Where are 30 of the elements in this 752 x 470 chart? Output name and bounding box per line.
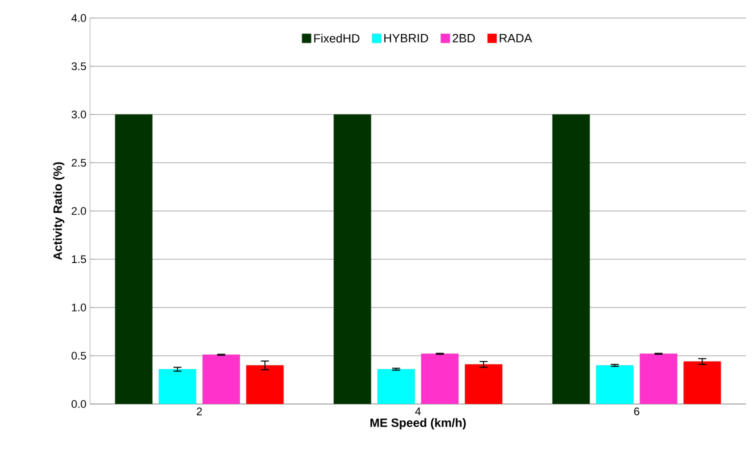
y-tick-label: 4.0 — [71, 14, 86, 22]
bar — [202, 354, 240, 404]
y-tick-label: 3.0 — [72, 110, 86, 118]
bar — [158, 369, 196, 404]
bar — [640, 354, 678, 404]
x-tick-label: 2 — [196, 408, 202, 416]
y-tick-label: 0.0 — [72, 400, 86, 408]
bar — [596, 365, 634, 404]
legend-label: RADA — [500, 34, 532, 42]
bar — [246, 365, 284, 404]
bar — [421, 354, 459, 404]
y-tick-label: 0.5 — [72, 352, 86, 360]
y-tick-label: 2.5 — [72, 158, 86, 167]
bar — [552, 114, 590, 404]
bar — [464, 364, 502, 404]
y-tick-label: 3.5 — [72, 62, 86, 70]
bar — [683, 361, 722, 404]
bar — [114, 114, 153, 404]
y-tick-label: 1.0 — [72, 304, 86, 312]
y-axis-title: Activity Ratio (%) — [53, 162, 64, 260]
bar — [377, 369, 415, 404]
bar — [334, 114, 372, 404]
legend-label: 2BD — [452, 34, 475, 42]
y-tick-label: 1.5 — [72, 255, 86, 264]
x-tick-label: 6 — [634, 408, 640, 416]
x-axis-title: ME Speed (km/h) — [370, 418, 466, 430]
x-tick-label: 4 — [415, 408, 421, 416]
legend-label: FixedHD — [314, 34, 360, 43]
legend-label: HYBRID — [384, 34, 428, 42]
y-tick-label: 2.0 — [72, 207, 86, 215]
